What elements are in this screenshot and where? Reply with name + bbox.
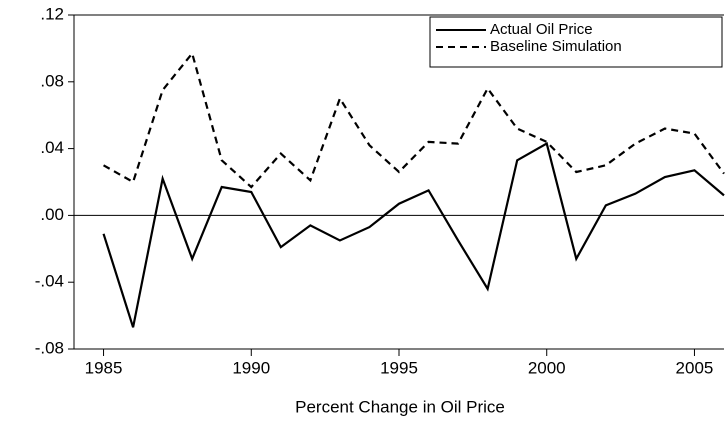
y-tick-label: -.04 (35, 272, 64, 291)
x-tick-label: 2005 (676, 358, 714, 377)
y-tick-label: -.08 (35, 338, 64, 357)
y-tick-label: .00 (40, 205, 64, 224)
legend-label: Actual Oil Price (490, 21, 593, 38)
y-tick-label: .08 (40, 71, 64, 90)
x-tick-label: 1990 (232, 358, 270, 377)
legend-box (429, 16, 723, 68)
x-tick-label: 1985 (85, 358, 123, 377)
x-tick-label: 1995 (380, 358, 418, 377)
legend-label: Baseline Simulation (490, 38, 622, 55)
x-axis-label: Percent Change in Oil Price (295, 397, 505, 416)
series-line (103, 51, 725, 189)
series-line (102, 141, 725, 328)
y-tick-label: .12 (40, 4, 64, 23)
x-tick-label: 2000 (528, 358, 566, 377)
y-tick-label: .04 (40, 138, 64, 157)
